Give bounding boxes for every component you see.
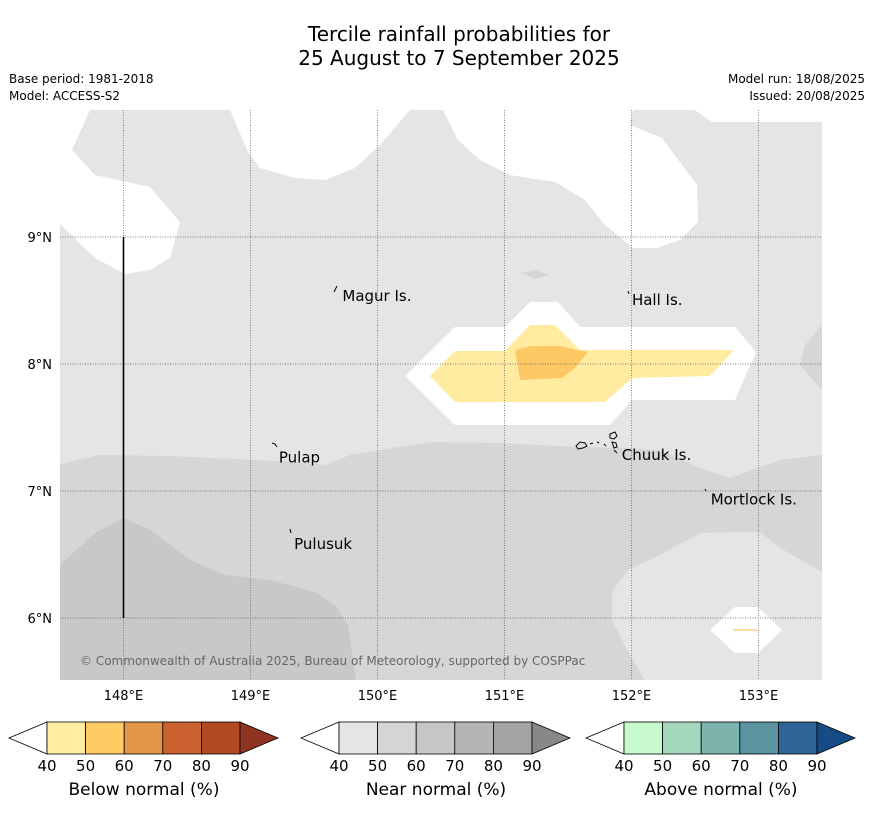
colorbar-high-extend	[531, 721, 572, 755]
colorbar-3: 40 50 60 70 80 90 Above normal (%)	[584, 718, 857, 808]
below-normal-40-50-area	[430, 325, 734, 402]
longitude-tick-label: 152°E	[612, 689, 652, 700]
colorbar-swatch	[700, 721, 741, 755]
colorbar-low-extend	[299, 721, 340, 755]
colorbar-2: 40 50 60 70 80 90 Near normal (%)	[299, 718, 572, 808]
colorbar-swatch	[338, 721, 378, 755]
colorbar-swatch	[415, 721, 456, 755]
copyright-text: © Commonwealth of Australia 2025, Bureau…	[80, 654, 585, 668]
colorbar-tick-label: 80	[769, 757, 788, 774]
colorbar-tick-label: 90	[807, 757, 826, 774]
colorbar-graphic: 40 50 60 70 80 90	[584, 721, 857, 775]
colorbar-low-extend	[584, 721, 625, 755]
longitude-tick-label: 148°E	[104, 689, 144, 700]
magur-island-shape	[333, 285, 338, 293]
pulusuk-island-shape	[289, 528, 292, 534]
colorbar-tick-label: 40	[37, 757, 56, 774]
mortlock-island-shape	[704, 488, 707, 492]
colorbar-swatch	[623, 721, 663, 755]
white-area-top-left	[60, 110, 180, 274]
near-normal-patch-small	[520, 270, 550, 279]
colorbar-tick-label: 60	[115, 757, 134, 774]
colorbar-tick-label: 40	[329, 757, 348, 774]
colorbar-tick-label: 50	[76, 757, 95, 774]
place-label: Pulusuk	[294, 535, 352, 553]
base-period-text: Base period: 1981-2018	[9, 72, 154, 86]
colorbar-tick-label: 40	[614, 757, 633, 774]
title-line-2: 25 August to 7 September 2025	[298, 46, 620, 70]
colorbar-swatch	[777, 721, 818, 755]
near-normal-60-70-area	[60, 518, 356, 680]
colorbar-tick-label: 90	[522, 757, 541, 774]
model-run-text: Model run: 18/08/2025	[727, 72, 865, 86]
longitude-tick-label: 151°E	[485, 689, 525, 700]
colorbar-low-extend	[7, 721, 48, 755]
colorbar-swatch	[492, 721, 533, 755]
colorbar-graphic: 40 50 60 70 80 90	[7, 721, 280, 775]
place-label: Hall Is.	[632, 291, 683, 309]
island-outlines	[271, 285, 707, 534]
issued-text: Issued: 20/08/2025	[749, 89, 865, 103]
white-area-top-center	[230, 110, 410, 180]
place-label: Pulap	[279, 448, 320, 466]
info-right: Model run: 18/08/2025 Issued: 20/08/2025	[728, 71, 865, 105]
colorbar-tick-label: 90	[230, 757, 249, 774]
colorbar-swatch	[162, 721, 202, 755]
colorbar-swatch	[200, 721, 241, 755]
colorbar-swatch	[662, 721, 702, 755]
latitude-tick-label: 8°N	[28, 358, 53, 373]
pulap-island-shape	[271, 442, 278, 448]
colorbar-title: Above normal (%)	[644, 780, 798, 800]
colorbar-tick-label: 70	[445, 757, 464, 774]
info-left: Base period: 1981-2018 Model: ACCESS-S2	[9, 71, 154, 105]
colorbar-title: Below normal (%)	[68, 780, 220, 800]
longitude-tick-label: 150°E	[358, 689, 398, 700]
colorbar-tick-label: 70	[153, 757, 172, 774]
axis-tick-labels: 148°E 149°E 150°E 151°E 152°E 153°E 9°N 8°N 7°N 6…	[28, 231, 779, 700]
place-label: Magur Is.	[342, 287, 411, 305]
chuuk-island-shape	[575, 431, 618, 454]
map-layers	[60, 110, 822, 680]
colorbar-tick-label: 60	[407, 757, 426, 774]
below-normal-50-60-area	[515, 346, 588, 380]
latitude-tick-label: 6°N	[28, 612, 53, 627]
forecast-map: Magur Is. Hall Is. Pulap Chuuk Is. Mortlock …	[28, 110, 822, 700]
colorbar-swatch	[85, 721, 125, 755]
longitude-tick-label: 149°E	[231, 689, 271, 700]
title-line-1: Tercile rainfall probabilities for	[307, 22, 611, 46]
map-title: Tercile rainfall probabilities for 25 Au…	[0, 22, 873, 70]
near-normal-40-50-patch	[612, 532, 822, 680]
place-label: Chuuk Is.	[622, 446, 691, 464]
white-area-top-right	[443, 110, 698, 248]
near-normal-patch-right-edge	[800, 325, 822, 390]
hall-island-shape	[627, 290, 630, 295]
latitude-tick-label: 7°N	[28, 485, 53, 500]
place-labels: Magur Is. Hall Is. Pulap Chuuk Is. Mortlock …	[279, 287, 797, 553]
colorbar-swatch	[123, 721, 164, 755]
colorbar-tick-label: 80	[192, 757, 211, 774]
colorbar-1: 40 50 60 70 80 90 Below normal (%)	[7, 718, 280, 808]
colorbar-tick-label: 60	[692, 757, 711, 774]
colorbar-graphic: 40 50 60 70 80 90	[299, 721, 572, 775]
colorbar-high-extend	[816, 721, 857, 755]
model-text: Model: ACCESS-S2	[9, 89, 121, 103]
colorbar-high-extend	[239, 721, 280, 755]
colorbar-swatch	[454, 721, 494, 755]
colorbar-tick-label: 80	[484, 757, 503, 774]
latitude-tick-label: 9°N	[28, 231, 53, 246]
longitude-tick-label: 153°E	[739, 689, 779, 700]
place-label: Mortlock Is.	[711, 490, 797, 508]
colorbar-tick-label: 70	[730, 757, 749, 774]
colorbar-tick-label: 50	[368, 757, 387, 774]
colorbar-title: Near normal (%)	[365, 780, 507, 800]
colorbar-swatch	[46, 721, 86, 755]
colorbar-swatch	[377, 721, 417, 755]
colorbar-swatch	[739, 721, 779, 755]
colorbar-tick-label: 50	[653, 757, 672, 774]
